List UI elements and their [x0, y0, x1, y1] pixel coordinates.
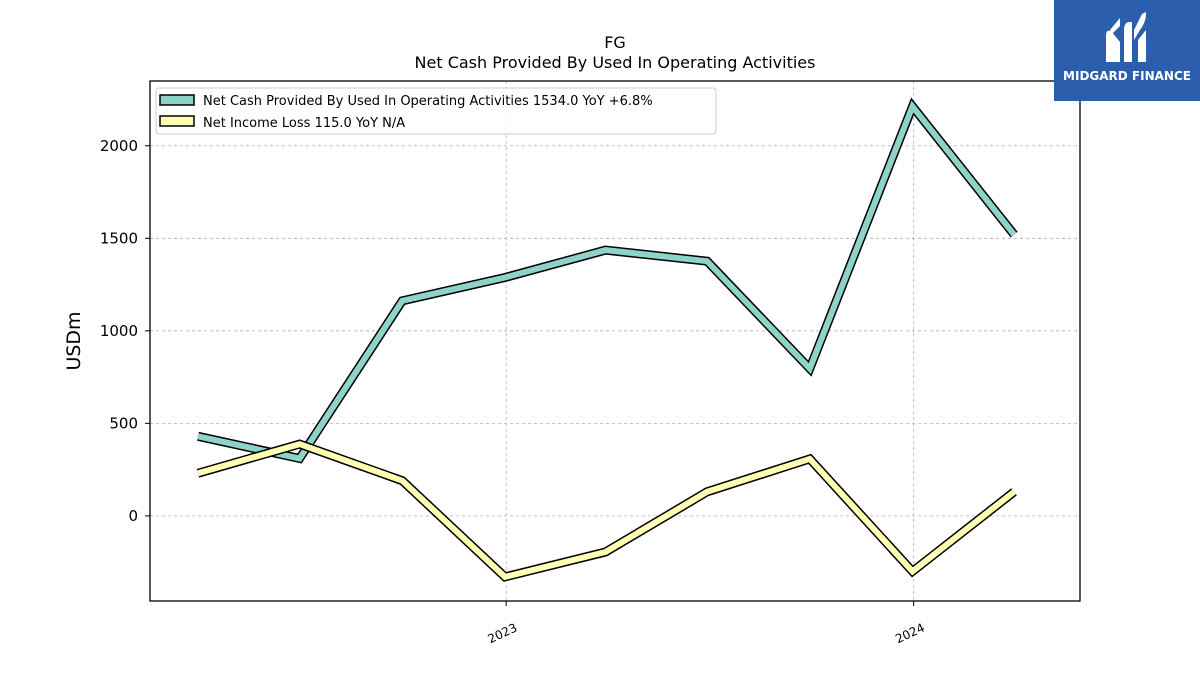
series-operating-cash: [197, 97, 1018, 464]
legend-label-net-income: Net Income Loss 115.0 YoY N/A: [203, 116, 405, 131]
logo: MIDGARD FINANCE: [1054, 0, 1200, 101]
legend-frame: [155, 87, 717, 135]
y-axis-label: USDm: [63, 311, 85, 370]
y-tick-label: 1000: [100, 322, 138, 340]
legend: Net Cash Provided By Used In Operating A…: [155, 87, 717, 135]
y-axis-ticks: 0 500 1000 1500 2000: [100, 137, 150, 525]
legend-swatch-operating-cash: [159, 94, 195, 106]
legend-swatch-net-income: [159, 115, 195, 127]
y-tick-label: 1500: [100, 229, 138, 247]
y-tick-label: 0: [128, 507, 138, 525]
series-outline: [196, 439, 1017, 582]
grid: [150, 81, 1080, 601]
plot-frame: [149, 80, 1081, 602]
logo-mark-icon: [1106, 12, 1146, 62]
chart-subtitle: Net Cash Provided By Used In Operating A…: [415, 53, 816, 72]
series-lines: [196, 97, 1018, 582]
series-line: [197, 440, 1016, 581]
series-line: [197, 100, 1017, 462]
x-axis-ticks: 2023 2024: [486, 601, 927, 646]
x-tick-label: 2024: [893, 621, 927, 647]
y-tick-label: 2000: [100, 137, 138, 155]
y-tick-label: 500: [109, 414, 138, 432]
x-tick-label: 2023: [486, 621, 520, 647]
legend-label-operating-cash: Net Cash Provided By Used In Operating A…: [203, 94, 653, 109]
series-net-income: [196, 439, 1017, 582]
chart-title: FG: [604, 33, 626, 52]
logo-text: MIDGARD FINANCE: [1063, 69, 1191, 83]
